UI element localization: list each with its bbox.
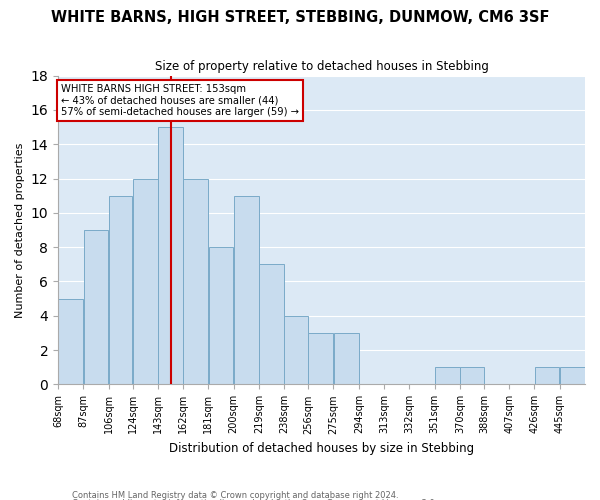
Bar: [308, 333, 333, 384]
Bar: [284, 316, 308, 384]
Bar: [133, 178, 158, 384]
Bar: [209, 247, 233, 384]
Y-axis label: Number of detached properties: Number of detached properties: [15, 142, 25, 318]
Bar: [58, 298, 83, 384]
Text: Contains HM Land Registry data © Crown copyright and database right 2024.: Contains HM Land Registry data © Crown c…: [72, 490, 398, 500]
Bar: [158, 127, 183, 384]
Bar: [184, 178, 208, 384]
Text: WHITE BARNS, HIGH STREET, STEBBING, DUNMOW, CM6 3SF: WHITE BARNS, HIGH STREET, STEBBING, DUNM…: [51, 10, 549, 25]
Text: WHITE BARNS HIGH STREET: 153sqm
← 43% of detached houses are smaller (44)
57% of: WHITE BARNS HIGH STREET: 153sqm ← 43% of…: [61, 84, 299, 117]
Bar: [234, 196, 259, 384]
Bar: [535, 368, 559, 384]
Bar: [460, 368, 484, 384]
Bar: [259, 264, 284, 384]
X-axis label: Distribution of detached houses by size in Stebbing: Distribution of detached houses by size …: [169, 442, 474, 455]
Bar: [435, 368, 460, 384]
Bar: [83, 230, 109, 384]
Bar: [109, 196, 133, 384]
Bar: [560, 368, 585, 384]
Title: Size of property relative to detached houses in Stebbing: Size of property relative to detached ho…: [155, 60, 488, 73]
Bar: [334, 333, 359, 384]
